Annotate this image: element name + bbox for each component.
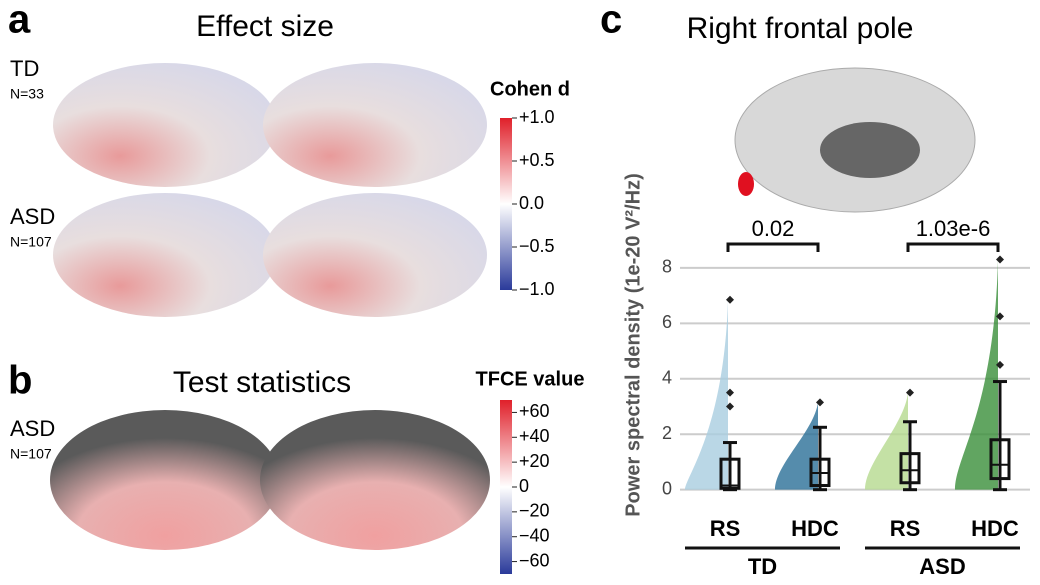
figure: a Effect size TD N=33 ASD N=107 Cohen d … (0, 0, 1040, 580)
colorbar-tick-label: −60 (519, 550, 550, 570)
group-n: N=107 (10, 234, 52, 250)
y-tick-label: 4 (662, 368, 672, 388)
colorbar-tick-label: 0.0 (519, 193, 544, 213)
group-n: N=33 (10, 86, 44, 102)
group-n: N=107 (10, 446, 52, 462)
colorbar-tick-label: 0 (519, 476, 529, 496)
colorbar-tick-label: +0.5 (519, 150, 555, 170)
chart-title: Right frontal pole (687, 12, 914, 45)
x-tick-label: RS (710, 516, 741, 541)
colorbar-tick-label: −1.0 (519, 279, 555, 299)
y-tick-label: 2 (662, 423, 672, 443)
x-tick-label: RS (890, 516, 921, 541)
significance-bracket (908, 244, 998, 252)
colorbar-tick-label: +20 (519, 451, 550, 471)
group-label: ASD (919, 554, 965, 579)
colorbar-tick-label: −40 (519, 525, 550, 545)
panel-letter: a (8, 0, 31, 42)
significance-label: 0.02 (752, 216, 795, 241)
group-label: TD (10, 56, 39, 81)
colorbar-tick-label: −0.5 (519, 236, 555, 256)
y-tick-label: 6 (662, 312, 672, 332)
outlier (906, 389, 914, 397)
colorbar-tick-label: +1.0 (519, 107, 555, 127)
group-label: ASD (10, 416, 55, 441)
y-tick-label: 8 (662, 257, 672, 277)
x-tick-label: HDC (971, 516, 1019, 541)
y-tick-label: 0 (662, 478, 672, 498)
group-label: ASD (10, 204, 55, 229)
x-tick-label: HDC (791, 516, 839, 541)
panel-title: Effect size (196, 10, 334, 43)
outlier (726, 296, 734, 304)
y-axis-label: Power spectral density (1e-20 V²/Hz) (622, 173, 644, 516)
panel-letter: c (600, 0, 622, 42)
colorbar-tick-label: +60 (519, 401, 550, 421)
colorbar-tick-label: +40 (519, 426, 550, 446)
outlier (816, 398, 824, 406)
significance-bracket (728, 244, 818, 252)
brains (50, 63, 975, 574)
colorbar-tick-label: −20 (519, 501, 550, 521)
group-label: TD (748, 554, 777, 579)
colorbar-title: Cohen d (490, 78, 570, 100)
panel-letter: b (8, 359, 32, 403)
outlier (996, 256, 1004, 264)
significance-label: 1.03e-6 (916, 216, 991, 241)
colorbar-title: TFCE value (476, 368, 585, 390)
panel-title: Test statistics (173, 366, 351, 399)
